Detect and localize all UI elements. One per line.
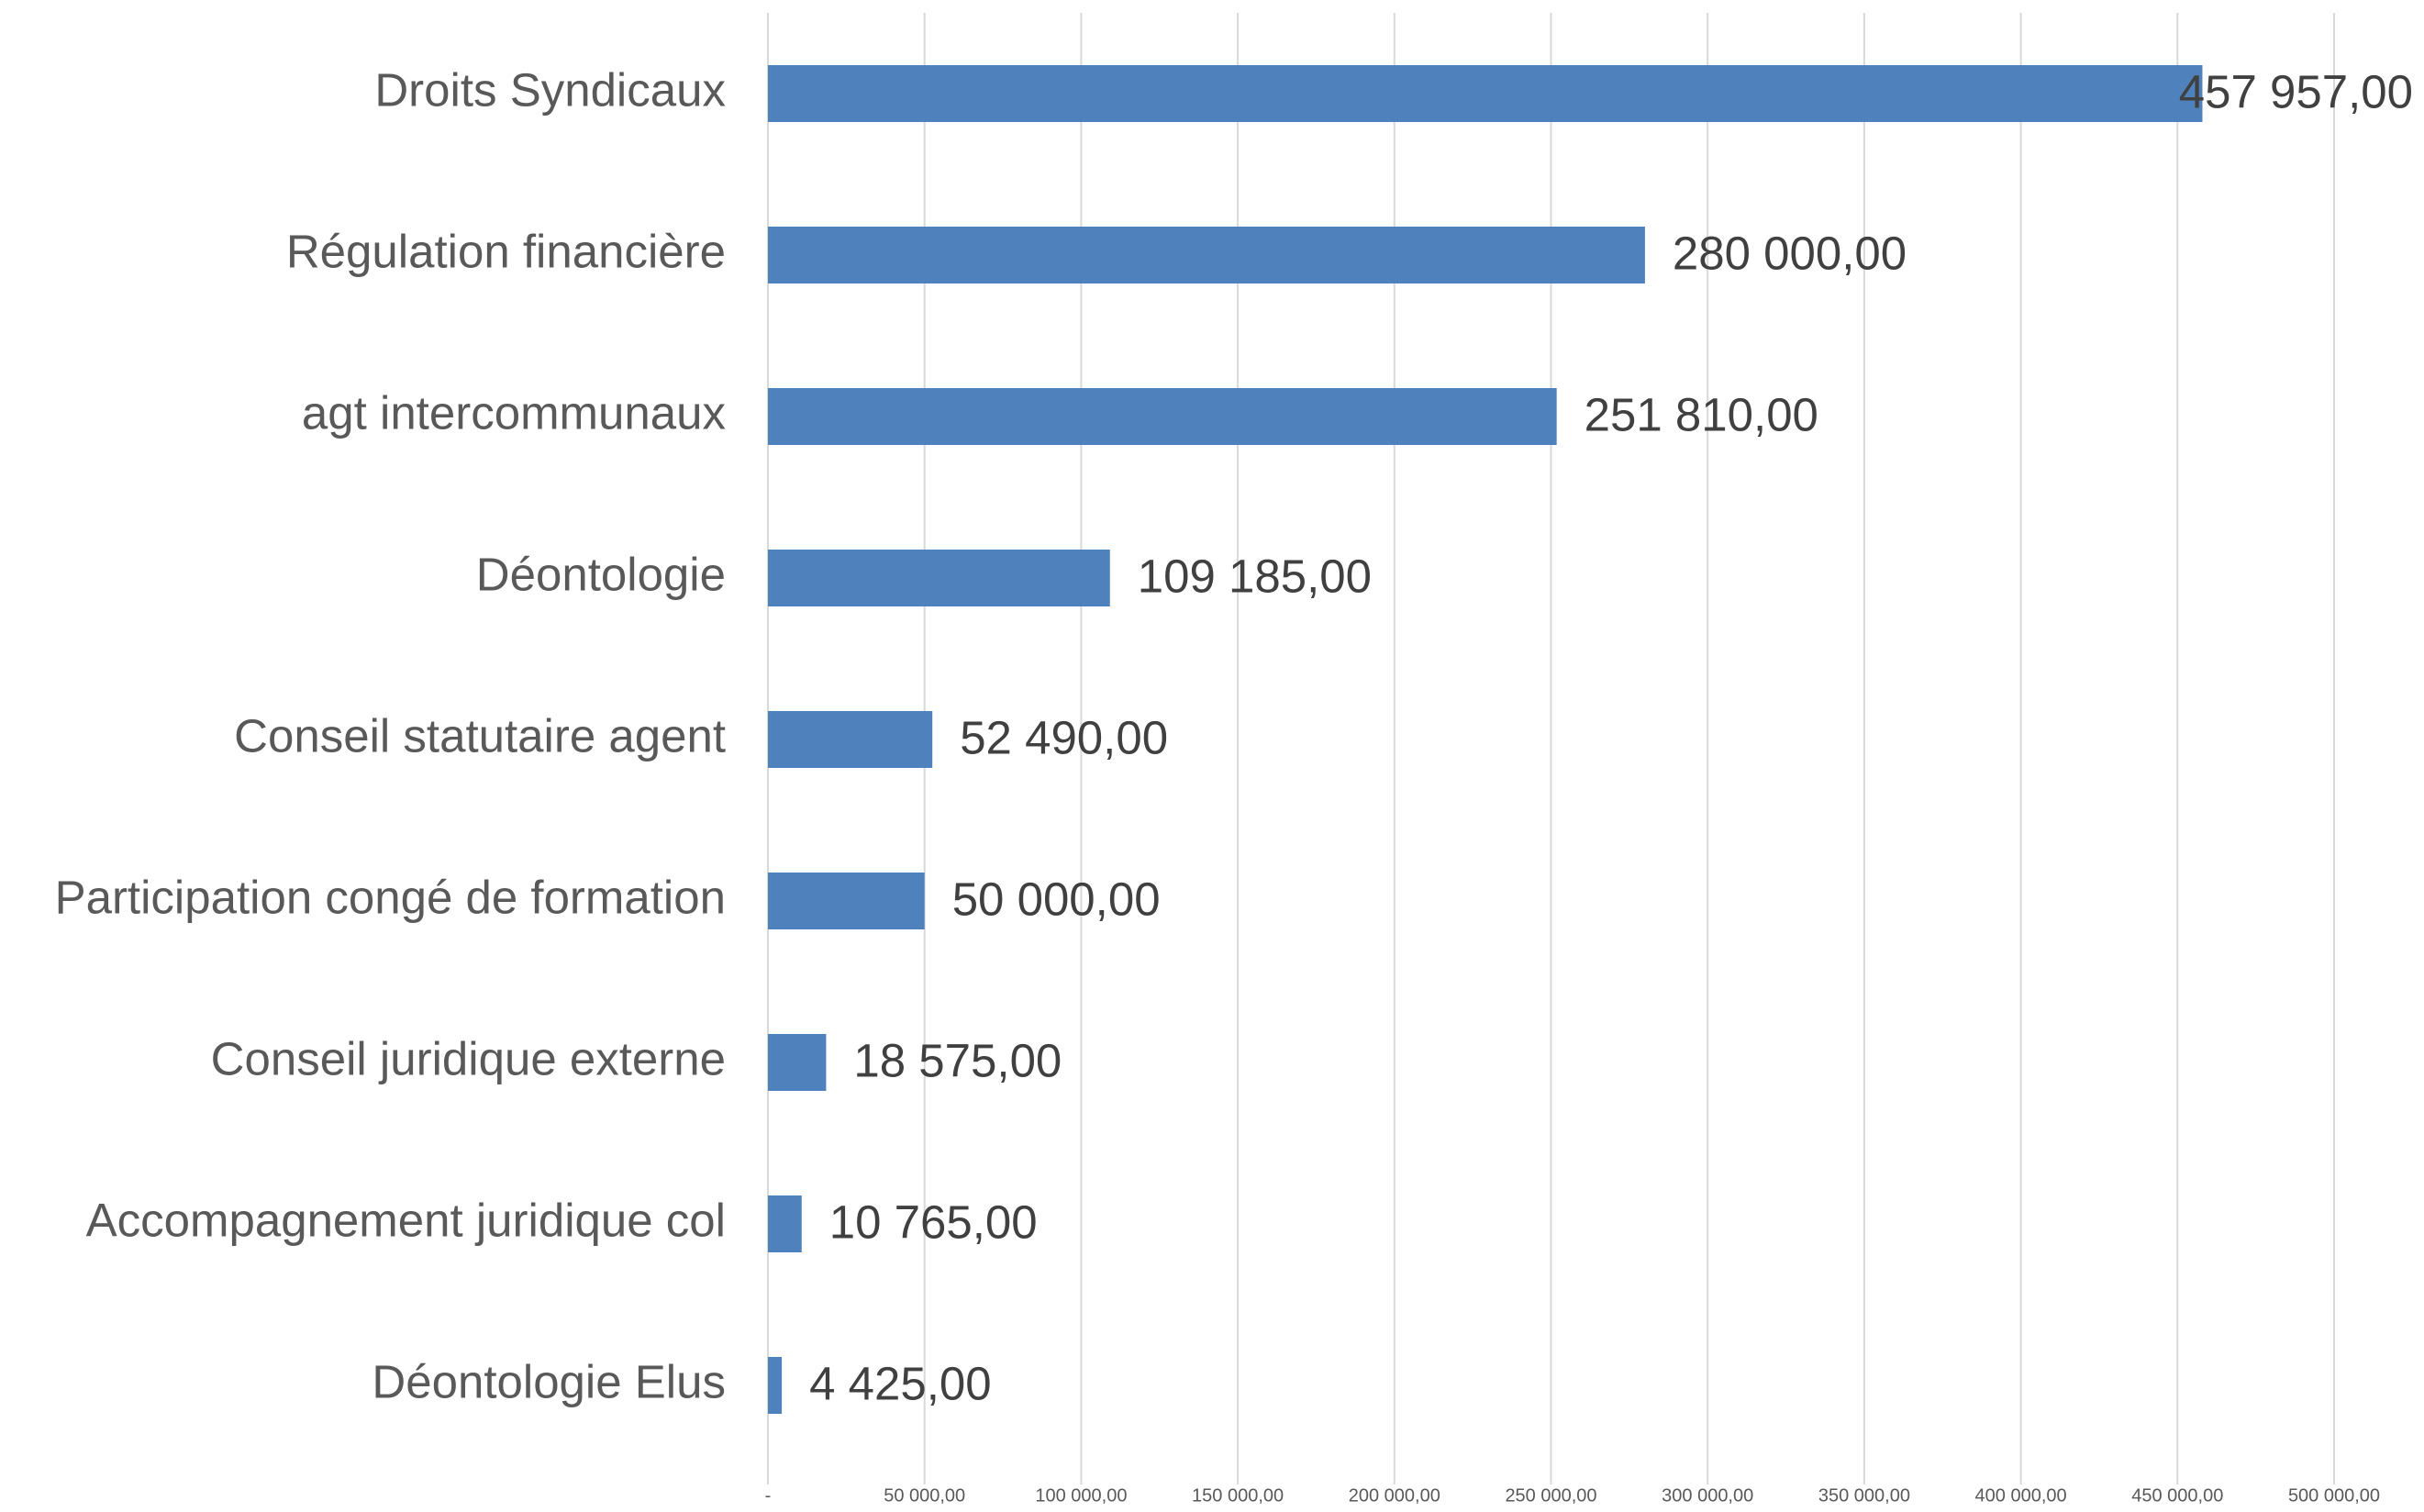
x-tick-label: 150 000,00 (1192, 1485, 1284, 1506)
bar (768, 1357, 783, 1414)
category-label: Conseil juridique externe (211, 1032, 726, 1084)
category-label: Droits Syndicaux (374, 63, 726, 116)
bar (768, 873, 925, 929)
bar (768, 227, 1645, 284)
x-tick-label: - (765, 1485, 772, 1506)
category-label: Déontologie Elus (372, 1355, 726, 1407)
data-label: 280 000,00 (1673, 227, 1907, 279)
category-label: Déontologie (476, 548, 726, 600)
data-label: 4 425,00 (809, 1357, 992, 1409)
data-label: 457 957,00 (2179, 65, 2413, 117)
x-tick-label: 250 000,00 (1505, 1485, 1596, 1506)
x-tick-label: 350 000,00 (1818, 1485, 1910, 1506)
data-label: 52 490,00 (960, 711, 1168, 763)
bar (768, 550, 1110, 606)
x-tick-label: 400 000,00 (1975, 1485, 2067, 1506)
bar (768, 1195, 802, 1252)
category-label: Participation congé de formation (55, 871, 726, 923)
bar (768, 65, 2203, 122)
bar (768, 1034, 827, 1091)
x-tick-label: 450 000,00 (2131, 1485, 2223, 1506)
bar (768, 711, 933, 768)
x-tick-label: 50 000,00 (884, 1485, 965, 1506)
category-label: Accompagnement juridique col (86, 1194, 726, 1246)
data-label: 109 185,00 (1138, 550, 1372, 602)
category-label: Conseil statutaire agent (234, 709, 726, 762)
category-label: Régulation financière (286, 225, 726, 277)
bar (768, 388, 1557, 445)
category-label: agt intercommunaux (302, 386, 726, 439)
data-label: 10 765,00 (829, 1195, 1038, 1248)
data-label: 50 000,00 (952, 873, 1161, 925)
x-tick-label: 100 000,00 (1035, 1485, 1127, 1506)
data-label: 18 575,00 (853, 1034, 1062, 1086)
x-tick-label: 300 000,00 (1662, 1485, 1753, 1506)
x-tick-label: 200 000,00 (1349, 1485, 1440, 1506)
data-label: 251 810,00 (1584, 388, 1818, 440)
x-tick-label: 500 000,00 (2288, 1485, 2380, 1506)
